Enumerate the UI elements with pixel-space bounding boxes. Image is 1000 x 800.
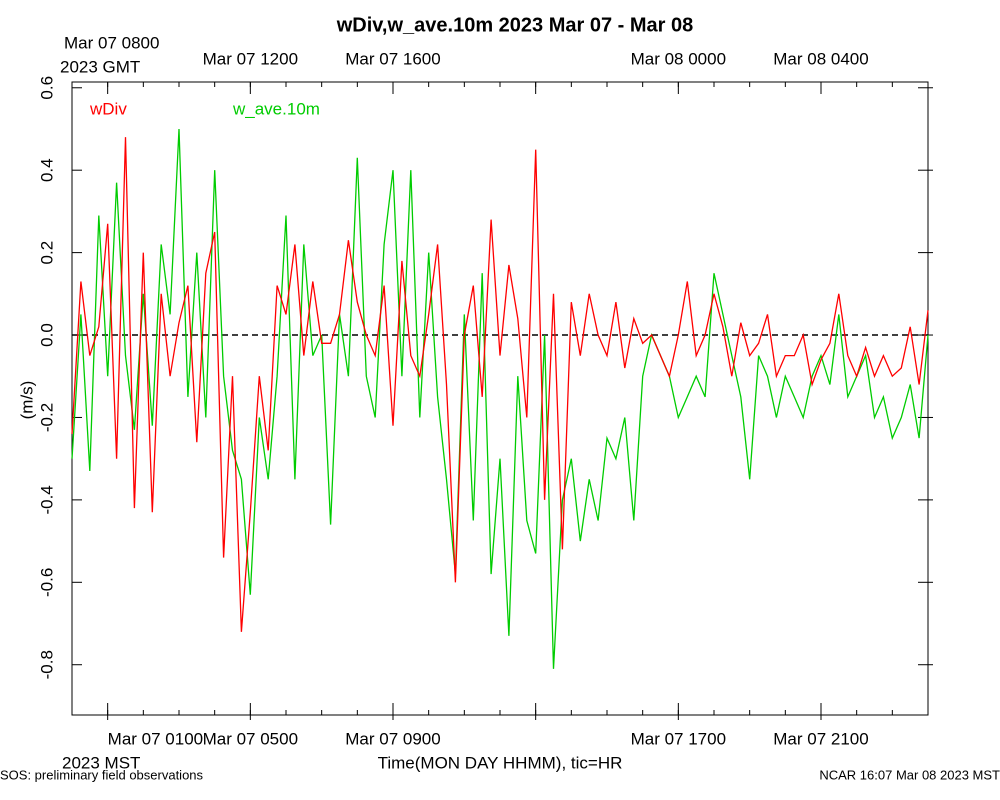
x-tick-label: Mar 07 0500 [203,729,298,748]
y-tick-label: 0.0 [37,323,56,347]
y-tick-label: -0.4 [37,485,56,514]
legend-label: w_ave.10m [232,99,320,118]
data-line [71,137,929,632]
y-tick-label: -0.6 [37,568,56,597]
x-axis-label: Time(MON DAY HHMM), tic=HR [378,753,623,772]
chart-title: wDiv,w_ave.10m 2023 Mar 07 - Mar 08 [336,14,694,36]
footer-right: NCAR 16:07 Mar 08 2023 MST [819,767,1000,782]
y-tick-label: 0.6 [37,76,56,100]
x2-tick-label: Mar 08 0000 [631,49,726,68]
x-tick-label: Mar 07 1700 [631,729,726,748]
x-tick-label: Mar 07 0900 [345,729,440,748]
x-tick-label: Mar 07 0100 [108,729,203,748]
footer-left: SOS: preliminary field observations [0,767,204,782]
x2-tick-label: Mar 08 0400 [773,49,868,68]
y-tick-label: -0.2 [37,403,56,432]
plot-frame [71,81,929,716]
x-tick-label: Mar 07 2100 [773,729,868,748]
x2-sublabel: 2023 GMT [60,57,140,76]
data-line [71,128,929,669]
x2-tick-label: Mar 07 0800 [64,33,159,52]
x2-tick-label: Mar 07 1200 [203,49,298,68]
y-tick-label: 0.2 [37,241,56,265]
y-tick-label: 0.4 [37,158,56,182]
legend-label: wDiv [89,99,127,118]
y-axis-label: (m/s) [17,381,36,420]
x2-tick-label: Mar 07 1600 [345,49,440,68]
y-tick-label: -0.8 [37,650,56,679]
x-sublabel: 2023 MST [62,753,140,772]
